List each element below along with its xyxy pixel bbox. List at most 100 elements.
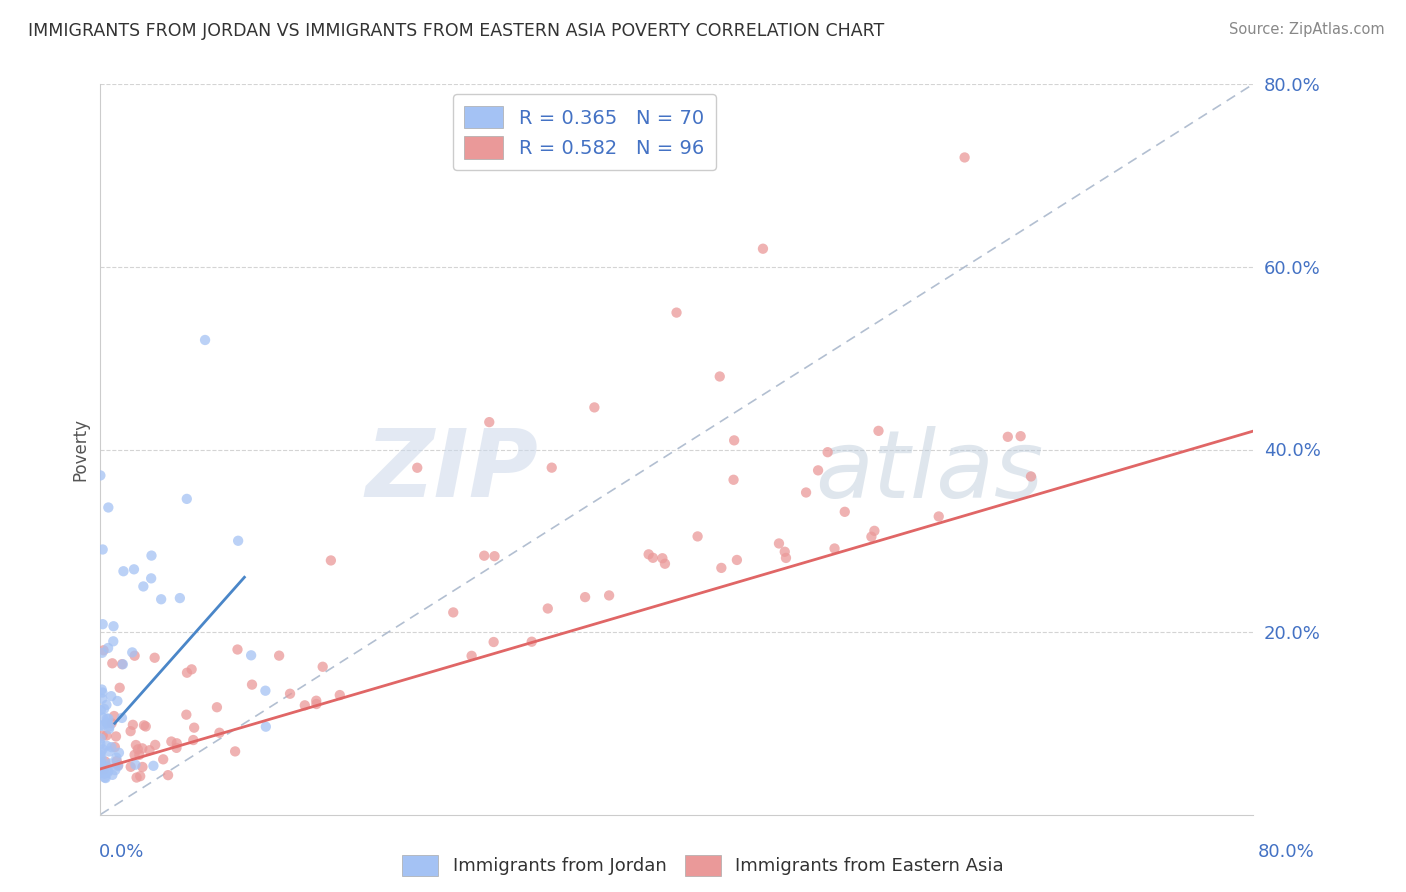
Point <box>89 468 111 483</box>
Point <box>121 718 143 732</box>
Text: Source: ZipAtlas.com: Source: ZipAtlas.com <box>1229 22 1385 37</box>
Point <box>953 151 976 165</box>
Point <box>101 657 124 671</box>
Point <box>104 739 127 754</box>
Point <box>89 718 111 732</box>
Point <box>143 738 166 752</box>
Point <box>208 725 231 739</box>
Point <box>166 740 188 755</box>
Point <box>96 698 118 712</box>
Point <box>93 702 115 716</box>
Point <box>93 763 115 777</box>
Point <box>665 305 688 319</box>
Point <box>773 545 796 559</box>
Point <box>91 742 114 756</box>
Point <box>96 716 118 731</box>
Point <box>107 758 129 772</box>
Point <box>124 747 146 762</box>
Point <box>794 485 817 500</box>
Point <box>183 721 205 735</box>
Point <box>89 766 111 780</box>
Point <box>103 619 125 633</box>
Point <box>180 662 202 676</box>
Point <box>100 756 122 771</box>
Point <box>124 757 146 772</box>
Point <box>98 722 121 736</box>
Point <box>574 590 596 604</box>
Point <box>108 681 131 695</box>
Point <box>90 756 112 771</box>
Point <box>406 460 429 475</box>
Point <box>305 697 328 711</box>
Point <box>100 689 122 703</box>
Point <box>90 764 112 779</box>
Point <box>651 551 673 566</box>
Point <box>98 719 121 733</box>
Point <box>108 746 131 760</box>
Point <box>90 682 112 697</box>
Point <box>120 724 142 739</box>
Point <box>121 645 143 659</box>
Point <box>583 401 606 415</box>
Point <box>540 460 562 475</box>
Point <box>132 718 155 732</box>
Point <box>97 640 120 655</box>
Point <box>478 415 501 429</box>
Point <box>319 553 342 567</box>
Point <box>240 678 263 692</box>
Point <box>91 646 114 660</box>
Point <box>90 757 112 772</box>
Point <box>768 536 790 550</box>
Point <box>135 719 157 733</box>
Point <box>90 756 112 771</box>
Point <box>96 759 118 773</box>
Point <box>152 752 174 766</box>
Point <box>89 756 111 770</box>
Point <box>484 549 506 564</box>
Text: 80.0%: 80.0% <box>1258 843 1315 861</box>
Point <box>143 650 166 665</box>
Point <box>1010 429 1032 443</box>
Point <box>169 591 191 605</box>
Point <box>111 657 134 672</box>
Point <box>103 709 125 723</box>
Point <box>131 741 153 756</box>
Point <box>91 617 114 632</box>
Point <box>460 648 482 663</box>
Point <box>91 691 114 706</box>
Point <box>710 561 733 575</box>
Point <box>775 550 797 565</box>
Point <box>89 737 111 751</box>
Point <box>472 549 495 563</box>
Point <box>128 747 150 762</box>
Point <box>537 601 560 615</box>
Point <box>312 659 335 673</box>
Point <box>166 736 188 750</box>
Point <box>860 530 883 544</box>
Point <box>129 769 152 783</box>
Point <box>226 533 249 548</box>
Point <box>807 463 830 477</box>
Point <box>104 763 127 777</box>
Point <box>834 505 856 519</box>
Point <box>824 541 846 556</box>
Point <box>97 712 120 726</box>
Legend: Immigrants from Jordan, Immigrants from Eastern Asia: Immigrants from Jordan, Immigrants from … <box>395 847 1011 883</box>
Point <box>105 754 128 768</box>
Point <box>240 648 263 663</box>
Point <box>181 733 204 747</box>
Point <box>127 742 149 756</box>
Point <box>226 642 249 657</box>
Point <box>111 711 134 725</box>
Point <box>254 683 277 698</box>
Point <box>100 716 122 731</box>
Point <box>194 333 217 347</box>
Point <box>1019 469 1042 483</box>
Point <box>160 734 183 748</box>
Point <box>441 606 464 620</box>
Legend: R = 0.365   N = 70, R = 0.582   N = 96: R = 0.365 N = 70, R = 0.582 N = 96 <box>453 95 716 170</box>
Point <box>122 562 145 576</box>
Point <box>93 767 115 781</box>
Point <box>112 564 135 578</box>
Point <box>97 764 120 778</box>
